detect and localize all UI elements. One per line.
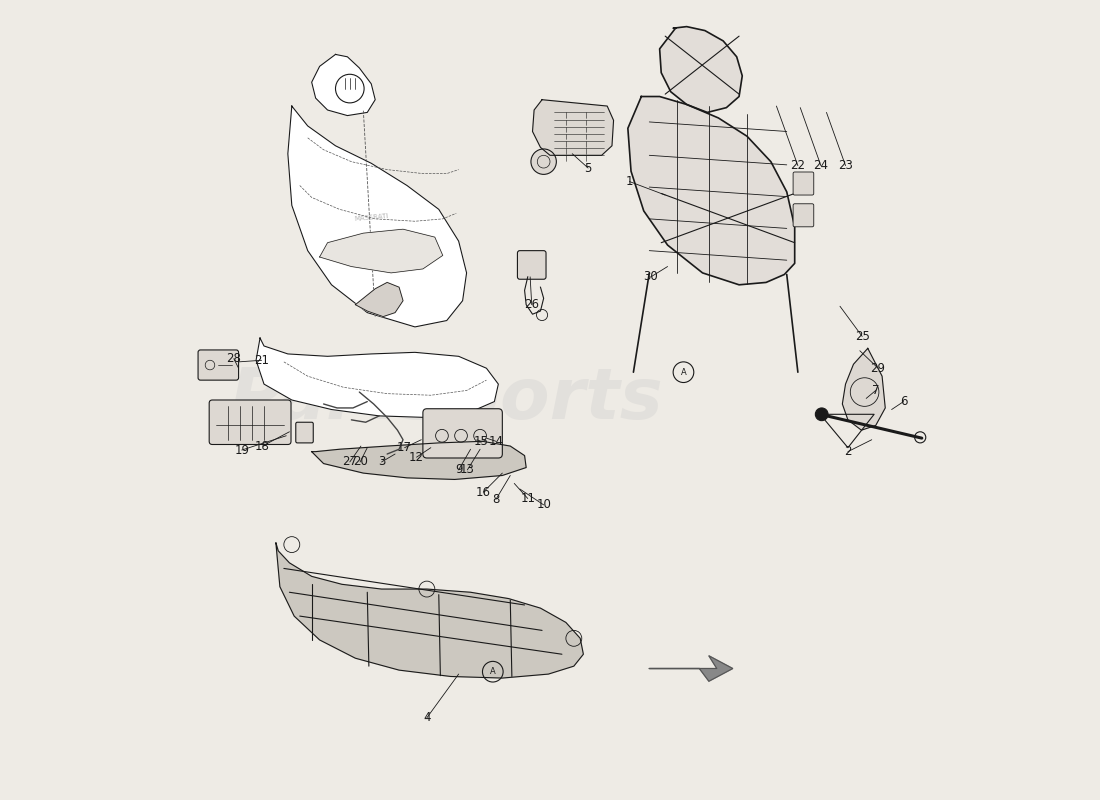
Text: 6: 6 xyxy=(900,395,908,408)
Polygon shape xyxy=(311,54,375,115)
Text: 16: 16 xyxy=(476,486,491,498)
Text: 28: 28 xyxy=(227,352,241,365)
Text: 12: 12 xyxy=(409,450,424,464)
Text: 7: 7 xyxy=(872,384,880,397)
Polygon shape xyxy=(355,282,403,317)
Text: 9: 9 xyxy=(455,463,462,477)
Text: 29: 29 xyxy=(870,362,886,374)
Text: 26: 26 xyxy=(525,298,539,311)
Text: 24: 24 xyxy=(813,159,828,172)
Text: A: A xyxy=(490,667,496,676)
FancyBboxPatch shape xyxy=(198,350,239,380)
FancyBboxPatch shape xyxy=(793,172,814,195)
Text: 5: 5 xyxy=(584,162,592,174)
Text: 13: 13 xyxy=(460,463,475,477)
FancyBboxPatch shape xyxy=(517,250,546,279)
Text: 10: 10 xyxy=(536,498,551,511)
Text: A: A xyxy=(681,368,686,377)
Polygon shape xyxy=(628,97,794,285)
Text: 1: 1 xyxy=(626,175,634,188)
Text: 22: 22 xyxy=(791,159,805,172)
Text: 21: 21 xyxy=(254,354,270,366)
Polygon shape xyxy=(276,543,583,678)
Text: 3: 3 xyxy=(378,455,385,469)
Circle shape xyxy=(531,149,557,174)
FancyBboxPatch shape xyxy=(209,400,292,445)
Text: 27: 27 xyxy=(342,455,358,469)
Polygon shape xyxy=(660,26,743,113)
Text: 8: 8 xyxy=(493,493,499,506)
Text: MASERATI: MASERATI xyxy=(354,213,388,222)
Text: 18: 18 xyxy=(255,439,270,453)
FancyBboxPatch shape xyxy=(793,204,814,227)
Text: 17: 17 xyxy=(397,441,412,454)
Text: 11: 11 xyxy=(520,492,536,505)
Text: 25: 25 xyxy=(855,330,870,343)
Text: 14: 14 xyxy=(488,435,504,448)
Text: PartSports: PartSports xyxy=(230,366,663,434)
Polygon shape xyxy=(649,656,733,682)
Text: 2: 2 xyxy=(844,445,851,458)
FancyBboxPatch shape xyxy=(296,422,314,443)
Text: 23: 23 xyxy=(838,159,853,172)
FancyBboxPatch shape xyxy=(422,409,503,458)
Text: 19: 19 xyxy=(234,443,250,457)
Text: 30: 30 xyxy=(644,270,658,283)
Polygon shape xyxy=(320,229,442,273)
Polygon shape xyxy=(256,338,498,418)
Text: 4: 4 xyxy=(424,711,430,724)
Polygon shape xyxy=(532,100,614,155)
Text: 15: 15 xyxy=(473,435,488,448)
Polygon shape xyxy=(843,348,886,430)
Text: 20: 20 xyxy=(353,455,367,469)
Circle shape xyxy=(815,408,828,421)
Polygon shape xyxy=(288,106,466,327)
Polygon shape xyxy=(311,442,526,479)
